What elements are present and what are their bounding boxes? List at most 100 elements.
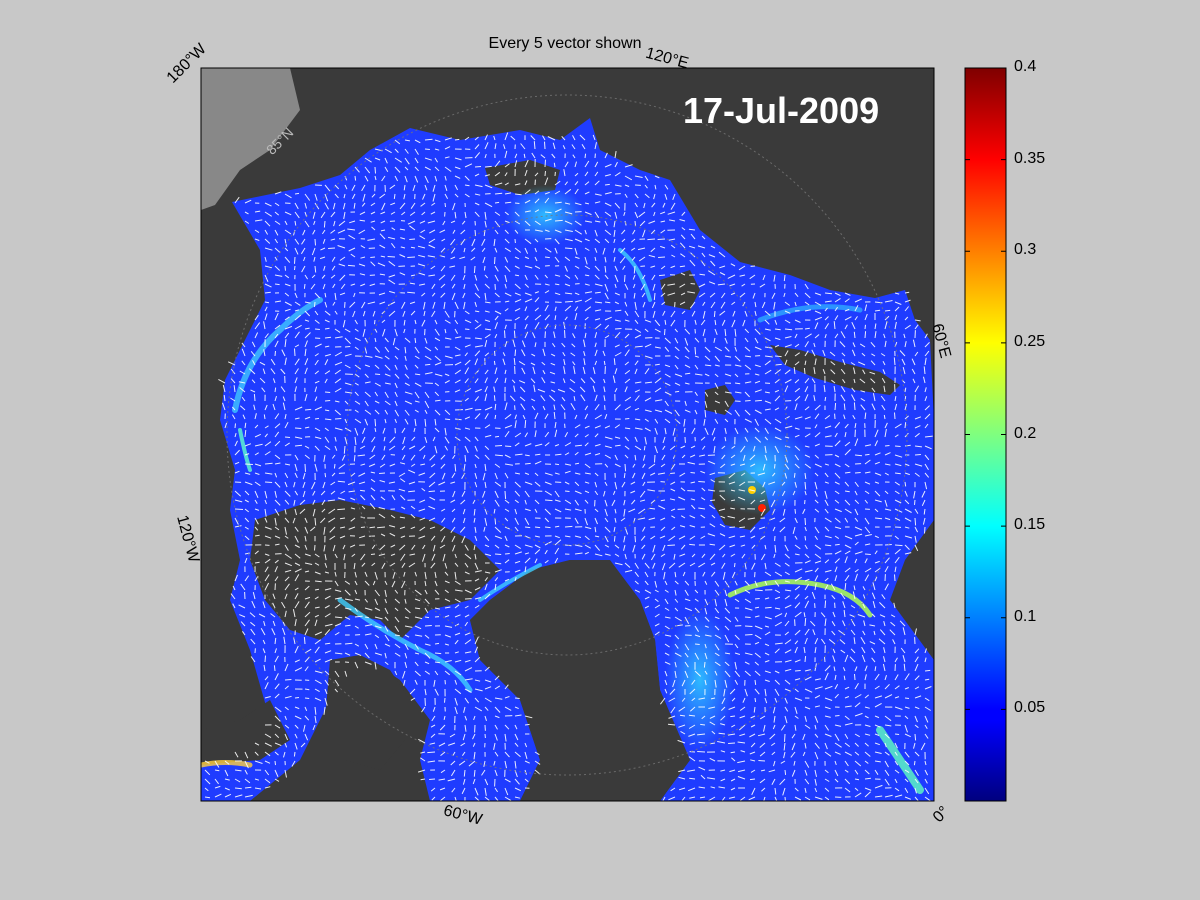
drift-vector	[804, 283, 809, 290]
drift-vector	[264, 742, 272, 747]
drift-vector	[804, 787, 807, 793]
drift-vector	[474, 597, 481, 600]
drift-vector	[404, 355, 407, 361]
drift-vector	[473, 715, 476, 721]
drift-vector	[569, 387, 576, 393]
drift-vector	[834, 751, 841, 755]
drift-vector	[689, 706, 696, 712]
drift-vector	[564, 238, 573, 242]
drift-vector	[604, 274, 609, 280]
drift-vector	[884, 742, 887, 748]
drift-vector	[668, 535, 676, 542]
drift-vector	[484, 583, 488, 591]
drift-vector	[883, 333, 886, 339]
drift-vector	[744, 607, 753, 611]
drift-vector	[374, 364, 380, 369]
drift-vector	[484, 220, 487, 228]
drift-vector	[613, 526, 616, 532]
drift-vector	[444, 670, 451, 676]
drift-vector	[894, 566, 897, 573]
drift-vector	[884, 583, 889, 591]
drift-vector	[671, 526, 676, 531]
drift-vector	[604, 454, 612, 459]
drift-vector	[603, 386, 606, 393]
drift-vector	[690, 233, 696, 240]
drift-vector	[749, 778, 756, 781]
drift-vector	[694, 409, 698, 415]
drift-vector	[494, 445, 503, 447]
drift-vector	[367, 301, 376, 305]
drift-vector	[424, 652, 431, 659]
drift-vector	[634, 175, 643, 178]
drift-vector	[913, 490, 916, 499]
drift-vector	[831, 594, 836, 600]
drift-vector	[494, 315, 499, 321]
drift-vector	[784, 562, 790, 567]
drift-vector	[840, 649, 846, 654]
drift-vector	[604, 324, 610, 330]
drift-vector	[468, 760, 476, 767]
drift-vector	[802, 508, 806, 515]
drift-vector	[484, 679, 492, 683]
drift-vector	[264, 462, 273, 465]
drift-vector	[344, 598, 353, 601]
drift-vector	[884, 566, 889, 573]
drift-vector	[494, 292, 500, 298]
drift-vector	[284, 308, 291, 312]
drift-vector	[264, 696, 271, 699]
drift-vector	[854, 305, 859, 312]
drift-vector	[380, 211, 386, 215]
drift-vector	[354, 382, 359, 386]
drift-vector	[604, 292, 609, 300]
drift-vector	[484, 481, 487, 488]
drift-vector	[884, 724, 892, 727]
drift-vector	[624, 164, 633, 168]
drift-vector	[824, 733, 832, 737]
drift-vector	[744, 589, 751, 594]
drift-vector	[852, 591, 856, 600]
drift-vector	[753, 706, 756, 713]
drift-vector	[664, 589, 669, 593]
drift-vector	[924, 686, 932, 690]
drift-vector	[424, 148, 430, 150]
drift-vector	[444, 146, 451, 150]
drift-vector	[694, 652, 700, 660]
drift-vector	[794, 594, 800, 600]
drift-vector	[514, 220, 521, 225]
drift-vector	[784, 589, 792, 592]
drift-vector	[534, 508, 538, 513]
drift-vector	[544, 191, 550, 195]
drift-vector	[824, 796, 830, 801]
drift-vector	[664, 409, 673, 414]
drift-vector	[323, 265, 326, 271]
drift-vector	[371, 562, 376, 567]
drift-vector	[274, 423, 281, 429]
drift-vector	[844, 292, 851, 296]
drift-vector	[584, 425, 590, 429]
drift-vector	[701, 235, 706, 240]
drift-vector	[754, 418, 759, 426]
drift-vector	[652, 562, 656, 569]
drift-vector	[684, 589, 689, 596]
drift-vector	[484, 593, 491, 600]
drift-vector	[870, 378, 876, 384]
drift-vector	[274, 238, 279, 244]
drift-vector	[284, 238, 287, 247]
drift-vector	[434, 175, 438, 182]
drift-vector	[351, 184, 356, 191]
drift-vector	[504, 182, 509, 186]
drift-vector	[854, 769, 859, 775]
drift-vector	[534, 314, 542, 321]
drift-vector	[764, 319, 770, 325]
drift-vector	[824, 697, 833, 701]
drift-vector	[680, 253, 686, 258]
drift-vector	[441, 508, 446, 512]
drift-vector	[459, 256, 466, 260]
drift-vector	[834, 566, 838, 573]
drift-vector	[534, 172, 539, 177]
drift-vector	[427, 760, 436, 763]
drift-vector	[923, 366, 926, 375]
drift-vector	[731, 301, 736, 306]
drift-vector	[428, 490, 436, 493]
drift-vector	[514, 569, 521, 573]
